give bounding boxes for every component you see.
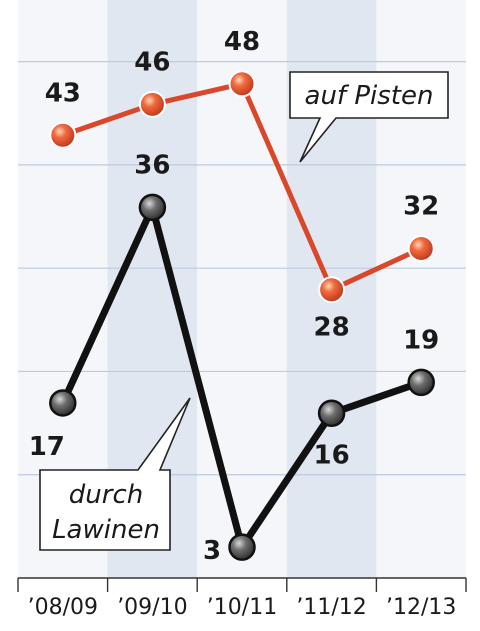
data-label-durch-lawinen-4: 16 (314, 440, 350, 470)
callout-auf-pisten-label: auf Pisten (305, 81, 434, 111)
data-label-auf-pisten-5: 32 (403, 192, 439, 222)
data-labels: 43 46 48 28 32 17 36 3 16 19 (29, 27, 440, 566)
data-label-auf-pisten-4: 28 (314, 313, 350, 343)
callout-durch-lawinen: durch Lawinen (39, 397, 191, 551)
marker-durch-lawinen-4 (317, 399, 346, 428)
marker-durch-lawinen-5 (407, 368, 435, 397)
marker-auf-pisten-1 (49, 121, 77, 149)
data-label-auf-pisten-3: 48 (224, 27, 260, 57)
callout-durch-lawinen-line1: durch (69, 480, 143, 510)
x-tick-label-2: ’09/10 (117, 595, 187, 620)
data-label-auf-pisten-1: 43 (45, 78, 81, 108)
callout-auf-pisten: auf Pisten (289, 71, 449, 163)
marker-auf-pisten-4 (318, 276, 346, 304)
data-label-durch-lawinen-2: 36 (134, 150, 170, 180)
x-axis: ’08/09 ’09/10 ’10/11 ’11/12 ’12/13 (17, 577, 467, 620)
marker-durch-lawinen-1 (49, 389, 77, 417)
marker-auf-pisten-5 (407, 235, 435, 263)
marker-auf-pisten-2 (138, 90, 166, 118)
marker-durch-lawinen-3 (228, 533, 256, 561)
data-label-durch-lawinen-3: 3 (203, 536, 221, 566)
data-label-durch-lawinen-1: 17 (29, 432, 65, 462)
series-layer (49, 70, 435, 561)
x-tick-label-4: ’11/12 (296, 595, 366, 620)
marker-durch-lawinen-2 (138, 193, 167, 222)
x-tick-label-3: ’10/11 (207, 595, 277, 620)
marker-auf-pisten-3 (228, 70, 256, 98)
callout-durch-lawinen-box (39, 397, 191, 551)
x-tick-label-5: ’12/13 (386, 595, 456, 620)
data-label-durch-lawinen-5: 19 (403, 325, 439, 355)
gridlines (18, 61, 466, 476)
x-tick-label-1: ’08/09 (28, 595, 98, 620)
callout-durch-lawinen-line2: Lawinen (52, 515, 160, 545)
data-label-auf-pisten-2: 46 (134, 47, 170, 77)
callout-auf-pisten-box (289, 71, 449, 163)
